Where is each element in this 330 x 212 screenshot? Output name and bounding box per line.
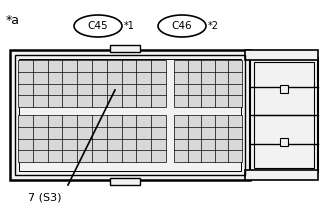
Bar	[254, 62, 314, 168]
Bar	[19, 59, 241, 171]
Bar	[15, 55, 245, 175]
Text: *a: *a	[6, 14, 20, 27]
Text: 7 (S3): 7 (S3)	[28, 193, 61, 203]
Bar	[10, 50, 250, 180]
Text: C46: C46	[172, 21, 192, 31]
Bar	[110, 45, 140, 52]
Bar	[110, 178, 140, 185]
Text: *2: *2	[208, 21, 219, 31]
Bar	[245, 170, 318, 180]
Bar	[280, 85, 288, 92]
Bar	[280, 138, 288, 145]
Bar	[174, 60, 242, 107]
Bar	[250, 58, 318, 172]
Bar	[18, 115, 166, 162]
Text: C45: C45	[88, 21, 108, 31]
Bar	[174, 115, 242, 162]
Text: *1: *1	[124, 21, 135, 31]
Bar	[18, 60, 166, 107]
Bar	[245, 50, 318, 60]
